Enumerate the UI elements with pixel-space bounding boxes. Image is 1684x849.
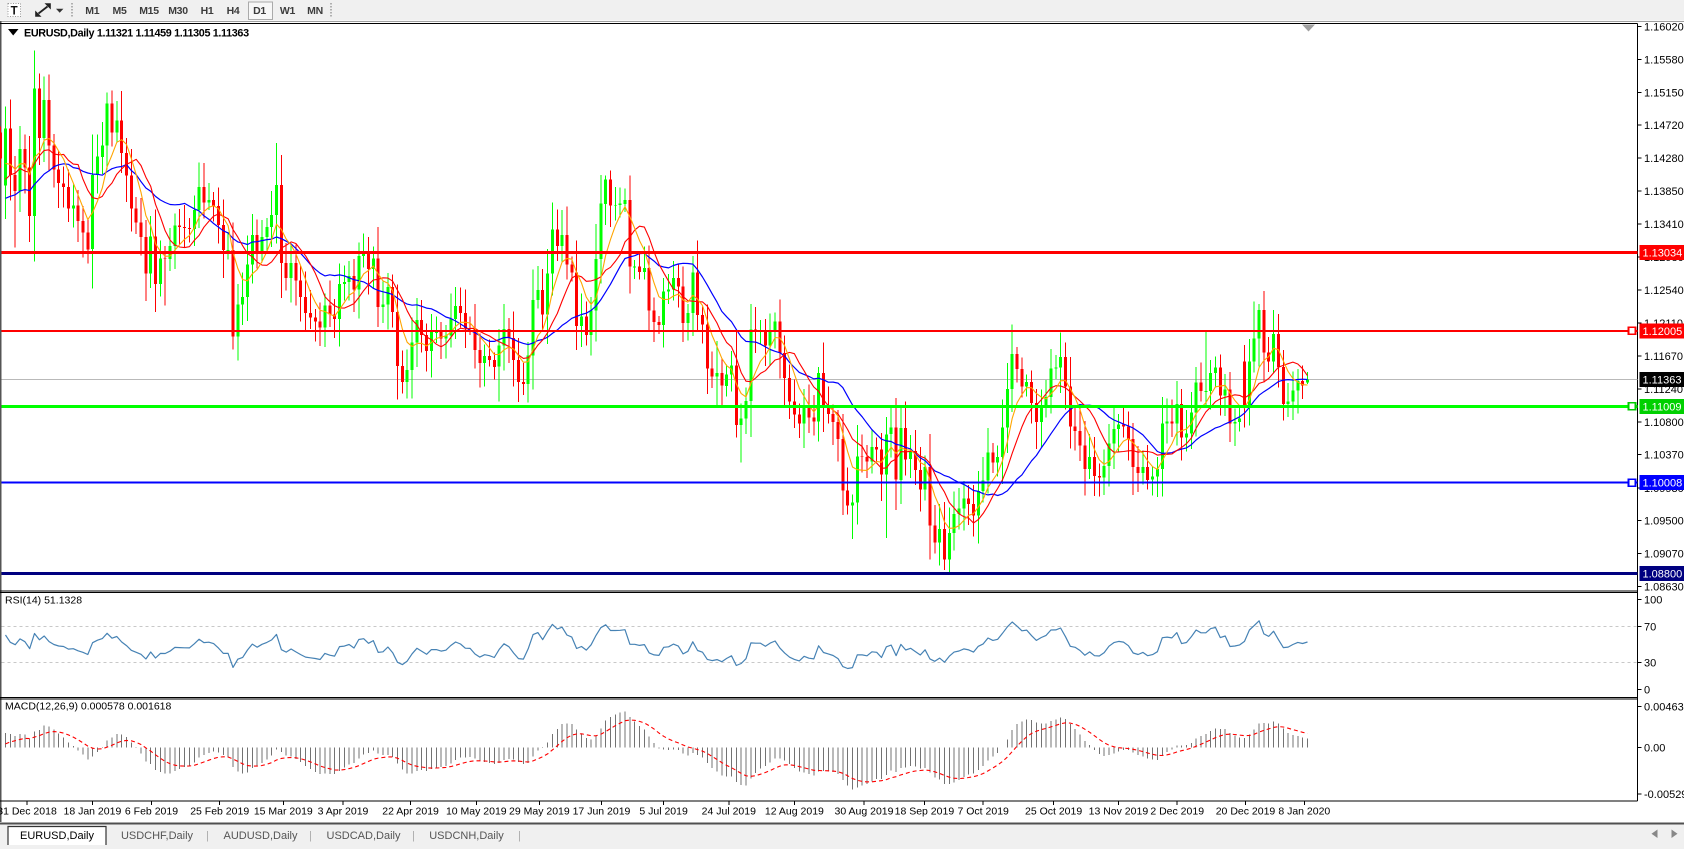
svg-text:MN: MN [307,5,323,17]
svg-text:1.13034: 1.13034 [1643,248,1683,260]
svg-text:M15: M15 [139,5,159,17]
svg-text:7 Oct 2019: 7 Oct 2019 [958,806,1010,818]
svg-text:-0.005299: -0.005299 [1644,789,1684,801]
svg-text:0: 0 [1644,685,1650,697]
svg-text:M5: M5 [113,5,127,17]
svg-text:EURUSD,Daily 1.11321 1.11459: EURUSD,Daily 1.11321 1.11459 1.11305 1.1… [24,28,249,40]
svg-text:1.10370: 1.10370 [1644,450,1684,462]
svg-text:1.10800: 1.10800 [1644,417,1684,429]
svg-text:1.08800: 1.08800 [1643,569,1683,581]
svg-text:6 Feb 2019: 6 Feb 2019 [125,806,178,818]
svg-text:25 Oct 2019: 25 Oct 2019 [1025,806,1082,818]
svg-text:1.12540: 1.12540 [1644,285,1684,297]
svg-text:1.10008: 1.10008 [1643,478,1683,490]
svg-text:M30: M30 [168,5,188,17]
svg-text:100: 100 [1644,595,1662,607]
svg-text:0.00: 0.00 [1644,742,1665,754]
svg-text:1.11009: 1.11009 [1643,401,1682,413]
svg-text:15 Mar 2019: 15 Mar 2019 [254,806,313,818]
svg-text:T: T [11,5,18,17]
svg-text:29 May 2019: 29 May 2019 [509,806,570,818]
svg-text:18 Sep 2019: 18 Sep 2019 [895,806,955,818]
svg-text:10 May 2019: 10 May 2019 [446,806,507,818]
svg-text:1.11670: 1.11670 [1644,351,1683,363]
svg-text:RSI(14) 51.1328: RSI(14) 51.1328 [5,595,82,607]
svg-text:AUDUSD,Daily: AUDUSD,Daily [224,830,298,842]
svg-text:1.15150: 1.15150 [1644,87,1684,99]
svg-text:1.16020: 1.16020 [1644,21,1684,33]
svg-text:H1: H1 [201,5,214,17]
svg-text:H4: H4 [227,5,240,17]
svg-text:24 Jul 2019: 24 Jul 2019 [702,806,756,818]
svg-text:MACD(12,26,9) 0.000578 0.00161: MACD(12,26,9) 0.000578 0.001618 [5,701,172,713]
svg-text:22 Apr 2019: 22 Apr 2019 [382,806,439,818]
svg-text:31 Dec 2018: 31 Dec 2018 [0,806,57,818]
svg-text:1.09500: 1.09500 [1644,516,1684,528]
svg-text:|: | [206,830,209,842]
svg-text:0.00463: 0.00463 [1644,702,1684,714]
svg-text:|: | [309,830,312,842]
svg-text:30: 30 [1644,658,1656,670]
svg-text:5 Jul 2019: 5 Jul 2019 [639,806,688,818]
svg-text:12 Aug 2019: 12 Aug 2019 [765,806,824,818]
svg-text:M1: M1 [85,5,99,17]
svg-text:|: | [518,830,521,842]
svg-text:EURUSD,Daily: EURUSD,Daily [20,830,94,842]
svg-text:18 Jan 2019: 18 Jan 2019 [63,806,121,818]
svg-text:W1: W1 [280,5,296,17]
svg-text:30 Aug 2019: 30 Aug 2019 [835,806,894,818]
svg-text:1.09070: 1.09070 [1644,548,1684,560]
svg-text:3 Apr 2019: 3 Apr 2019 [318,806,369,818]
svg-text:17 Jun 2019: 17 Jun 2019 [573,806,631,818]
svg-text:USDCHF,Daily: USDCHF,Daily [121,830,194,842]
svg-text:D1: D1 [253,5,266,17]
svg-text:1.08630: 1.08630 [1644,582,1684,594]
svg-text:20 Dec 2019: 20 Dec 2019 [1216,806,1276,818]
svg-text:1.14720: 1.14720 [1644,120,1684,132]
svg-text:13 Nov 2019: 13 Nov 2019 [1089,806,1149,818]
svg-text:USDCAD,Daily: USDCAD,Daily [327,830,401,842]
svg-text:1.13850: 1.13850 [1644,186,1684,198]
svg-text:|: | [412,830,415,842]
svg-text:25 Feb 2019: 25 Feb 2019 [190,806,249,818]
svg-text:1.14280: 1.14280 [1644,153,1684,165]
svg-text:1.15580: 1.15580 [1644,55,1684,67]
svg-text:2 Dec 2019: 2 Dec 2019 [1150,806,1204,818]
svg-text:1.12005: 1.12005 [1643,326,1683,338]
svg-text:70: 70 [1644,622,1656,634]
svg-text:1.13410: 1.13410 [1644,219,1684,231]
svg-text:1.11363: 1.11363 [1643,375,1682,387]
svg-text:USDCNH,Daily: USDCNH,Daily [429,830,504,842]
svg-text:8 Jan 2020: 8 Jan 2020 [1278,806,1330,818]
